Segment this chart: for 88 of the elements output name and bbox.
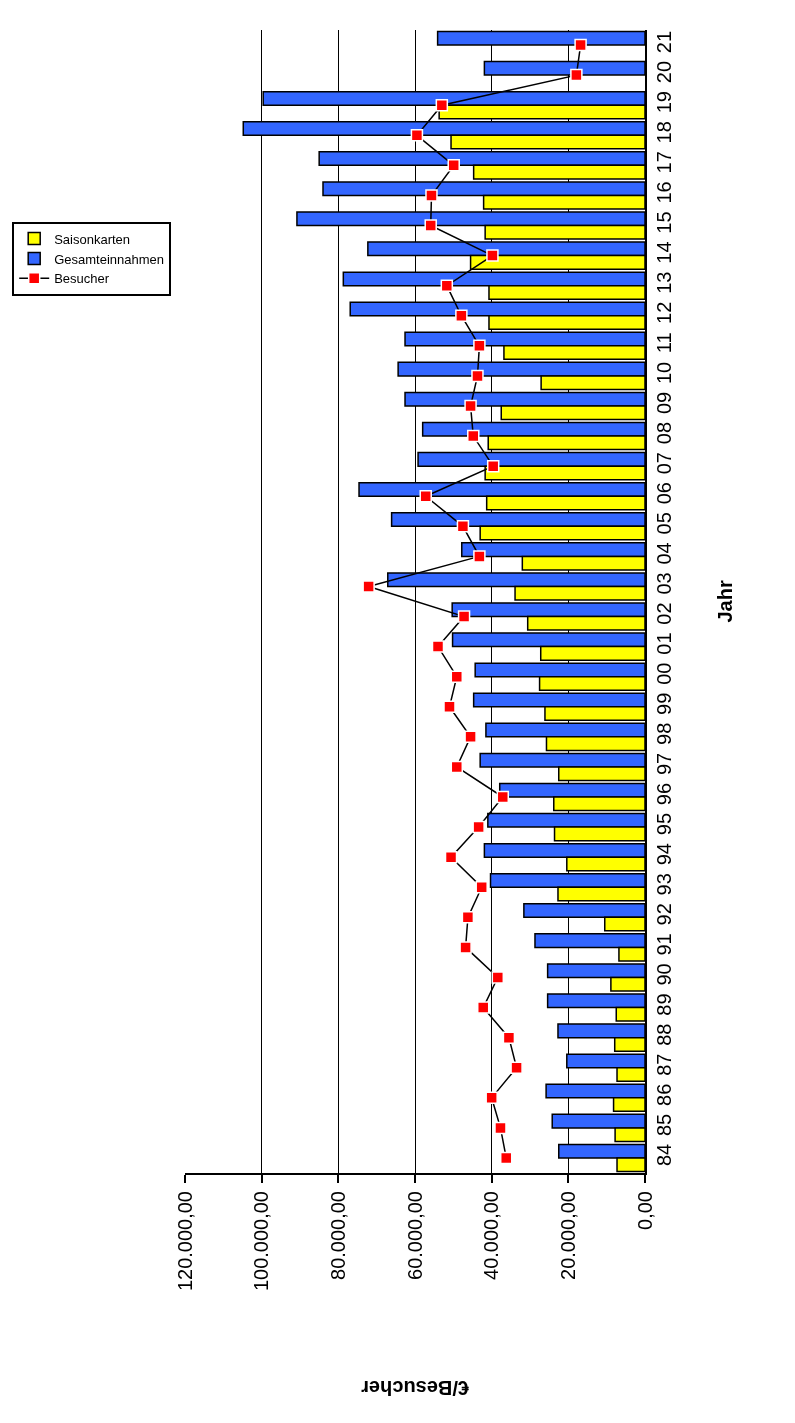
y-tick-label: 20	[653, 61, 675, 84]
point	[444, 850, 458, 864]
y-tick-label: 98	[653, 722, 675, 745]
point	[410, 129, 424, 142]
y-tick-label: 07	[653, 452, 675, 475]
y-tick-label: 05	[653, 512, 675, 535]
point	[431, 640, 445, 653]
x-tick-label: 100.000,00	[250, 1191, 273, 1292]
point	[450, 760, 464, 774]
x-tick-label: 120.000,00	[173, 1191, 196, 1292]
y-tick-label: 99	[653, 692, 675, 715]
y-tick-label: 16	[653, 181, 675, 204]
legend-label: Gesamteinnahmen	[54, 251, 165, 267]
point	[457, 610, 471, 623]
point	[424, 219, 437, 232]
point	[459, 941, 472, 954]
point	[486, 249, 499, 262]
point	[486, 459, 500, 473]
y-tick-label: 21	[653, 30, 675, 54]
point	[456, 520, 470, 533]
y-tick-label: 13	[653, 271, 675, 294]
y-tick-label: 87	[653, 1053, 675, 1076]
y-tick-label: 11	[653, 332, 675, 354]
y-tick-label: 89	[653, 993, 675, 1016]
y-tick-label: 18	[653, 121, 675, 144]
y-tick-label: 01	[653, 632, 675, 655]
point	[447, 159, 460, 172]
point	[476, 1001, 490, 1014]
legend-label: Saisonkarten	[54, 231, 131, 247]
y-tick-label: 03	[653, 572, 675, 595]
y-tick-label: 94	[653, 843, 675, 866]
point	[419, 489, 432, 503]
point	[425, 189, 438, 202]
y-tick-label: 91	[653, 933, 675, 956]
y-tick-label: 96	[653, 782, 675, 806]
y-tick-label: 02	[653, 602, 675, 625]
y-tick-label: 09	[653, 391, 675, 415]
y-tick-label: 14	[653, 241, 675, 264]
point	[499, 1151, 513, 1165]
point	[455, 309, 468, 322]
point	[491, 971, 505, 984]
point	[443, 700, 456, 714]
y-tick-label: 15	[653, 211, 675, 234]
y-tick-label: 97	[653, 752, 675, 776]
legend-label: Besucher	[54, 271, 110, 287]
y-tick-label: 85	[653, 1113, 675, 1137]
point	[473, 339, 486, 353]
y-tick-label: 90	[653, 963, 675, 986]
point	[472, 820, 485, 834]
y-tick-label: 10	[653, 361, 675, 385]
point	[510, 1061, 523, 1074]
x-axis-title: €/Besucher	[360, 1377, 469, 1400]
y-tick-label: 12	[653, 301, 675, 324]
y-tick-label: 06	[653, 482, 675, 505]
y-tick-label: 86	[653, 1083, 675, 1106]
point	[494, 1121, 507, 1135]
y-tick-label: 08	[653, 421, 675, 445]
y-tick-label: 19	[653, 91, 675, 114]
x-tick-label: 80.000,00	[326, 1191, 349, 1280]
y-tick-label: 17	[653, 151, 675, 174]
point	[502, 1031, 516, 1044]
y-tick-label: 92	[653, 903, 675, 926]
x-tick-label: 0,00	[633, 1191, 656, 1230]
y-tick-label: 04	[653, 542, 675, 565]
y-axis-title: Jahr	[713, 580, 736, 623]
point	[464, 730, 477, 744]
point	[440, 279, 454, 292]
point	[570, 68, 583, 82]
point	[435, 98, 449, 112]
point	[475, 881, 488, 894]
point	[464, 399, 477, 413]
y-tick-label: 93	[653, 873, 675, 896]
point	[461, 911, 475, 924]
point	[485, 1091, 498, 1105]
y-tick-label: 84	[653, 1143, 675, 1167]
point	[362, 580, 375, 593]
y-tick-label: 95	[653, 812, 675, 836]
point	[574, 38, 587, 52]
x-tick-label: 60.000,00	[403, 1191, 426, 1280]
point	[496, 790, 510, 804]
point	[450, 670, 464, 683]
y-tick-label: 00	[653, 662, 675, 685]
y-tick-label: 88	[653, 1023, 675, 1046]
point	[473, 550, 486, 563]
point	[467, 429, 480, 443]
point	[471, 369, 484, 383]
x-tick-label: 40.000,00	[480, 1191, 503, 1280]
x-tick-label: 20.000,00	[556, 1191, 579, 1280]
